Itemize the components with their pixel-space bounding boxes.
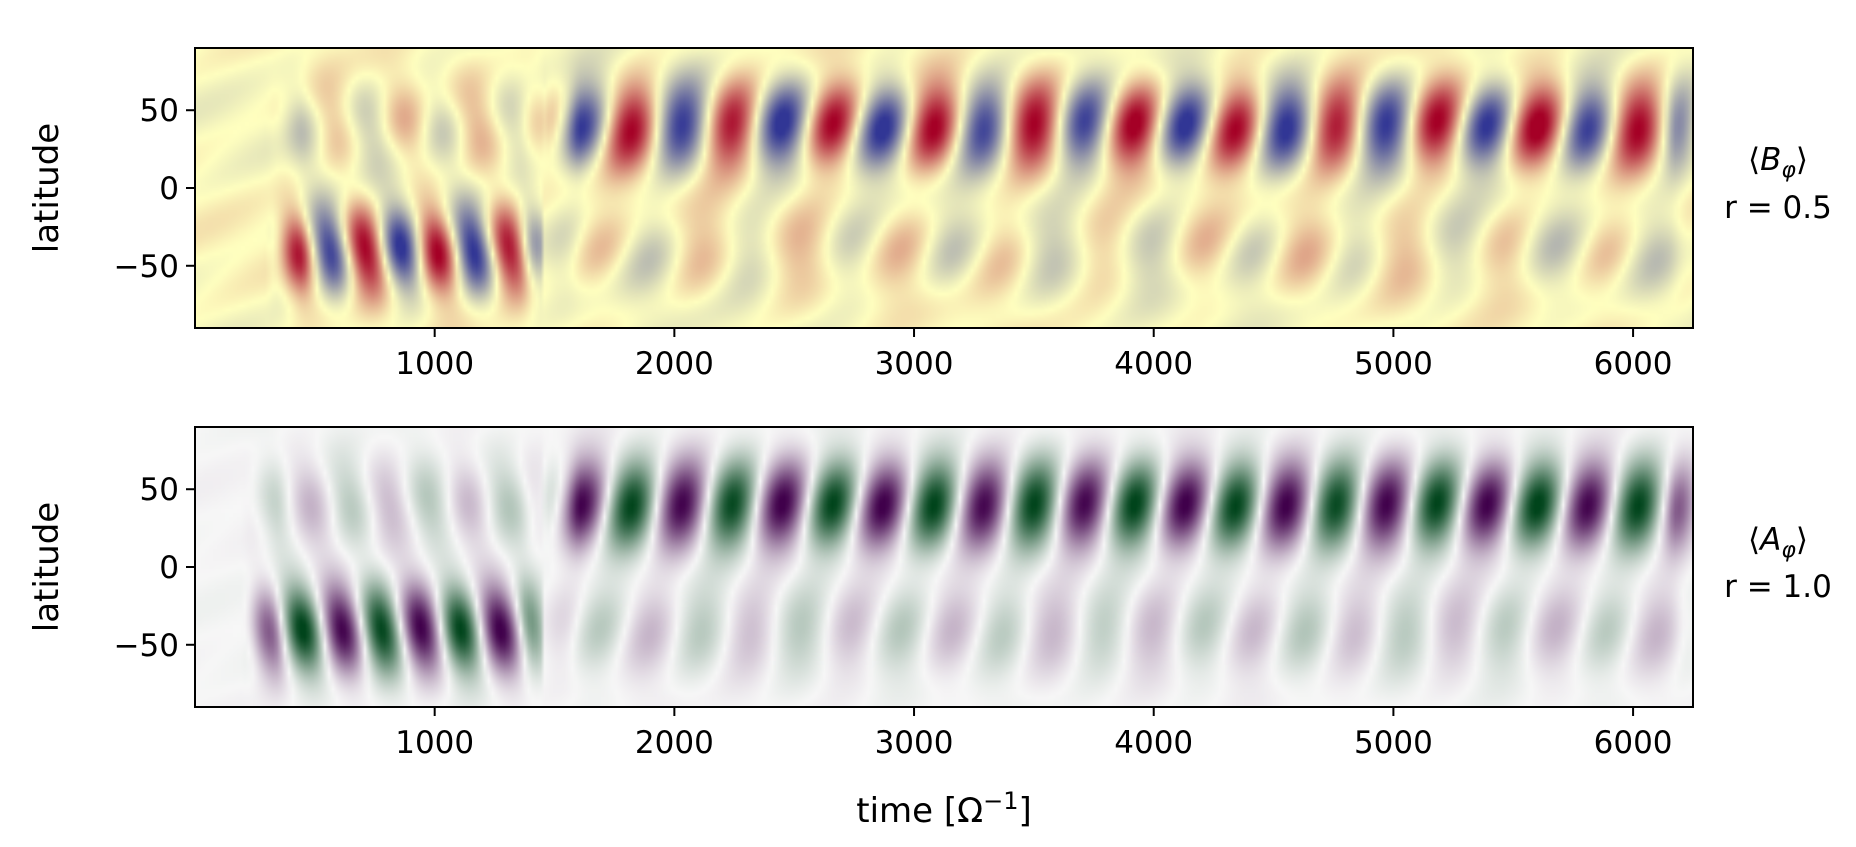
x-tick-label: 6000 <box>1594 346 1673 382</box>
y-tick-label: 0 <box>159 171 179 207</box>
x-tick-label: 2000 <box>635 725 714 761</box>
heatmap-image <box>195 48 1693 328</box>
x-tick-label: 5000 <box>1354 346 1433 382</box>
ticks-top: 1000 2000 3000 4000 5000 6000 50 0 −50 <box>114 93 1673 382</box>
panel-label-top-line1: ⟨Bφ⟩ <box>1748 142 1808 183</box>
ylabel-top: latitude <box>27 123 67 253</box>
x-tick-label: 2000 <box>635 346 714 382</box>
y-tick-label: 0 <box>159 550 179 586</box>
x-tick-label: 6000 <box>1594 725 1673 761</box>
y-tick-label: 50 <box>140 93 179 129</box>
y-tick-label: −50 <box>114 249 179 285</box>
ylabel-bottom: latitude <box>27 502 67 632</box>
y-tick-label: 50 <box>140 472 179 508</box>
heatmap-top <box>195 48 1693 328</box>
y-tick-label: −50 <box>114 628 179 664</box>
x-tick-label: 4000 <box>1114 725 1193 761</box>
x-tick-label: 5000 <box>1354 725 1433 761</box>
x-tick-label: 4000 <box>1114 346 1193 382</box>
ticks-bottom: 1000 2000 3000 4000 5000 6000 50 0 −50 <box>114 472 1673 761</box>
x-tick-label: 1000 <box>395 346 474 382</box>
x-tick-label: 1000 <box>395 725 474 761</box>
panel-label-top-line2: r = 0.5 <box>1724 190 1832 226</box>
xlabel-bottom: time [Ω−1] <box>856 787 1032 831</box>
heatmap-bottom <box>195 427 1693 707</box>
panel-label-bottom-line2: r = 1.0 <box>1724 569 1832 605</box>
panel-label-bottom-line1: ⟨Aφ⟩ <box>1748 522 1808 563</box>
x-tick-label: 3000 <box>875 346 954 382</box>
heatmap-image <box>195 427 1693 707</box>
x-tick-label: 3000 <box>875 725 954 761</box>
